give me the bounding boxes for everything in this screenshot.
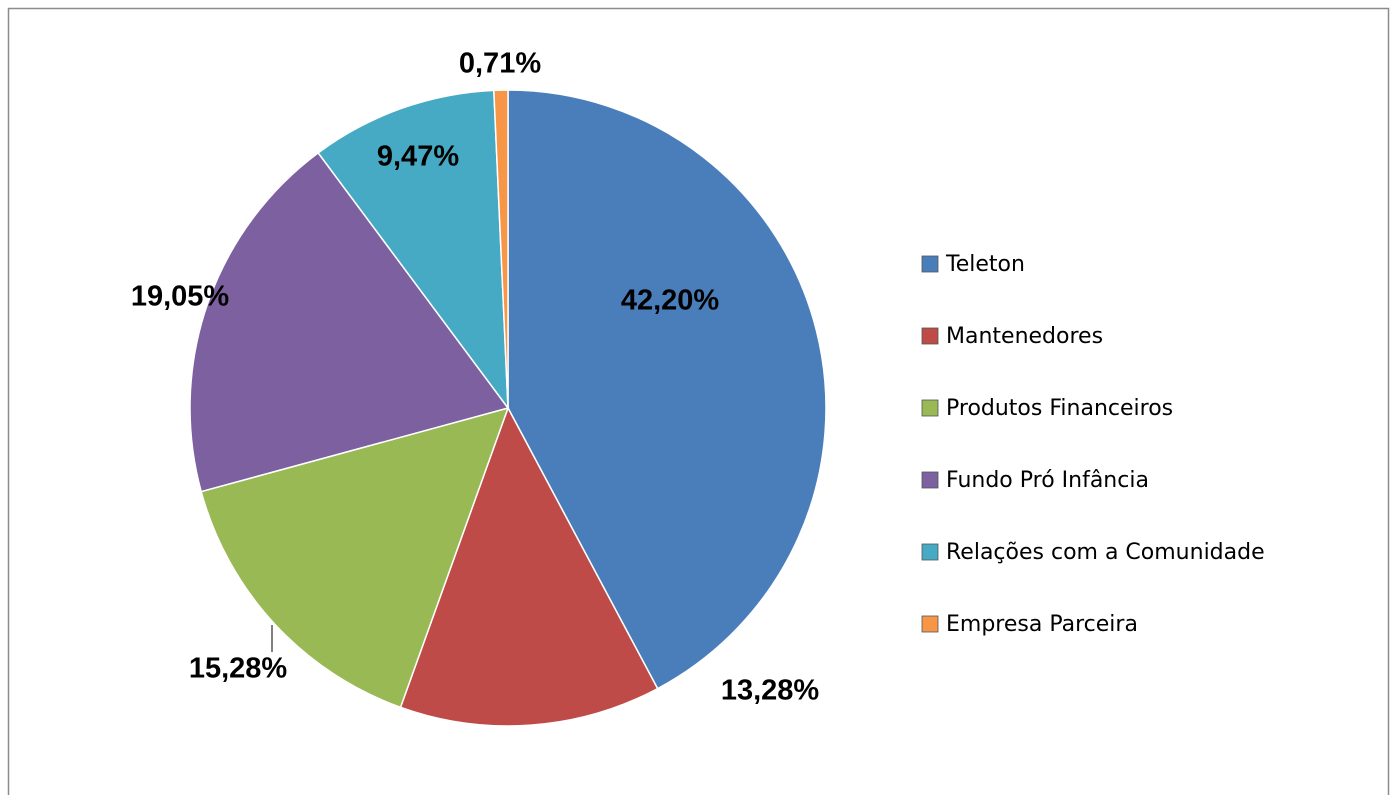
pie-slice bbox=[200, 406, 510, 709]
data-label: 19,05% bbox=[131, 281, 230, 313]
pie-slice bbox=[493, 89, 509, 409]
legend-label: Empresa Parceira bbox=[946, 612, 1138, 637]
data-label: 15,28% bbox=[189, 653, 288, 685]
pie-slice bbox=[317, 89, 509, 411]
legend-label: Mantenedores bbox=[946, 324, 1103, 349]
legend-label: Relações com a Comunidade bbox=[946, 540, 1265, 565]
legend-swatch bbox=[921, 399, 939, 417]
pie-slice bbox=[399, 406, 659, 727]
legend-swatch bbox=[921, 471, 939, 489]
legend-label: Teleton bbox=[945, 252, 1025, 277]
legend-swatch bbox=[921, 543, 939, 561]
pie-slice bbox=[189, 151, 510, 493]
legend-swatch bbox=[921, 255, 939, 273]
legend-swatch bbox=[921, 327, 939, 345]
data-label: 13,28% bbox=[721, 675, 820, 707]
legend-swatch bbox=[921, 615, 939, 633]
data-label: 42,20% bbox=[621, 285, 720, 317]
legend-label: Fundo Pró Infância bbox=[946, 468, 1149, 493]
data-label: 0,71% bbox=[459, 48, 541, 80]
legend-label: Produtos Financeiros bbox=[946, 396, 1173, 421]
data-label: 9,47% bbox=[377, 141, 459, 173]
pie-slice bbox=[507, 89, 827, 690]
